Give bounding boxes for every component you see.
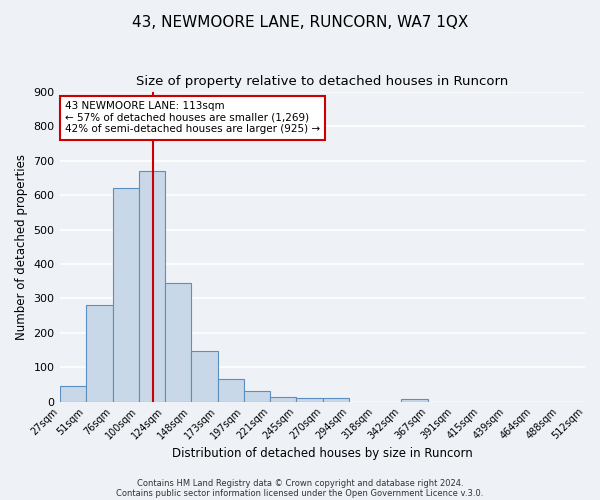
Text: Contains public sector information licensed under the Open Government Licence v.: Contains public sector information licen… bbox=[116, 488, 484, 498]
Text: Contains HM Land Registry data © Crown copyright and database right 2024.: Contains HM Land Registry data © Crown c… bbox=[137, 478, 463, 488]
Bar bbox=[86, 306, 113, 402]
Bar bbox=[270, 396, 296, 402]
Bar bbox=[323, 398, 349, 402]
Text: 43 NEWMOORE LANE: 113sqm
← 57% of detached houses are smaller (1,269)
42% of sem: 43 NEWMOORE LANE: 113sqm ← 57% of detach… bbox=[65, 101, 320, 134]
Bar bbox=[164, 283, 191, 402]
Bar bbox=[113, 188, 139, 402]
Title: Size of property relative to detached houses in Runcorn: Size of property relative to detached ho… bbox=[136, 75, 508, 88]
Y-axis label: Number of detached properties: Number of detached properties bbox=[15, 154, 28, 340]
Bar bbox=[218, 380, 244, 402]
Bar bbox=[296, 398, 323, 402]
Bar bbox=[401, 399, 428, 402]
Bar bbox=[244, 390, 270, 402]
Bar bbox=[191, 350, 218, 402]
Bar bbox=[59, 386, 86, 402]
Bar bbox=[139, 171, 164, 402]
X-axis label: Distribution of detached houses by size in Runcorn: Distribution of detached houses by size … bbox=[172, 447, 473, 460]
Text: 43, NEWMOORE LANE, RUNCORN, WA7 1QX: 43, NEWMOORE LANE, RUNCORN, WA7 1QX bbox=[132, 15, 468, 30]
